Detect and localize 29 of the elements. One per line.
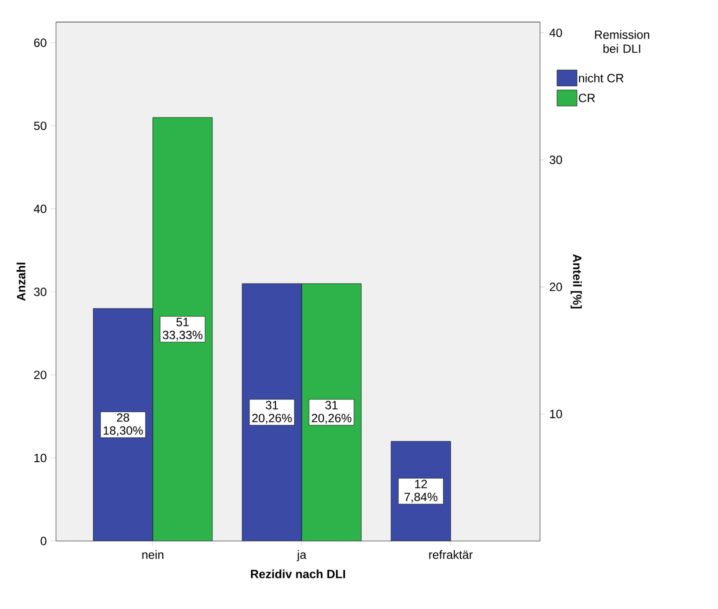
y2-axis-title: Anteil [%] <box>570 254 582 308</box>
y-tick-label: 10 <box>34 454 46 462</box>
y-tick-label: 50 <box>34 122 46 130</box>
x-tick-label: refraktär <box>429 550 473 559</box>
y2-tick-label: 40 <box>549 28 562 38</box>
y2-tick-label: 10 <box>550 410 562 418</box>
data-label: 51 33,33% <box>162 318 202 341</box>
y-axis-title: Anzahl <box>16 262 26 301</box>
y-tick-label: 20 <box>34 370 46 380</box>
y-tick-label: 60 <box>34 38 46 47</box>
y-tick-label: 40 <box>34 204 46 214</box>
y2-tick-label: 20 <box>550 282 562 292</box>
data-label: 31 20,26% <box>252 400 292 424</box>
x-tick-label: nein <box>142 550 164 559</box>
legend-label: CR <box>578 94 595 102</box>
x-tick-label: ja <box>296 550 306 562</box>
y-tick-label: 0 <box>40 536 46 546</box>
data-label: 31 20,26% <box>312 400 352 424</box>
legend-title: Remission bei DLI <box>595 30 650 53</box>
bar <box>302 283 362 541</box>
legend-label: nicht CR <box>579 74 624 82</box>
data-label: 12 7,84% <box>404 480 438 503</box>
x-axis-title: Rezidiv nach DLI <box>250 569 346 578</box>
y-tick-label: 30 <box>34 288 46 296</box>
bar <box>93 308 153 541</box>
y2-tick-label: 30 <box>550 156 562 164</box>
bar <box>152 117 212 541</box>
bar <box>242 284 302 541</box>
data-label: 28 18,30% <box>104 413 143 436</box>
